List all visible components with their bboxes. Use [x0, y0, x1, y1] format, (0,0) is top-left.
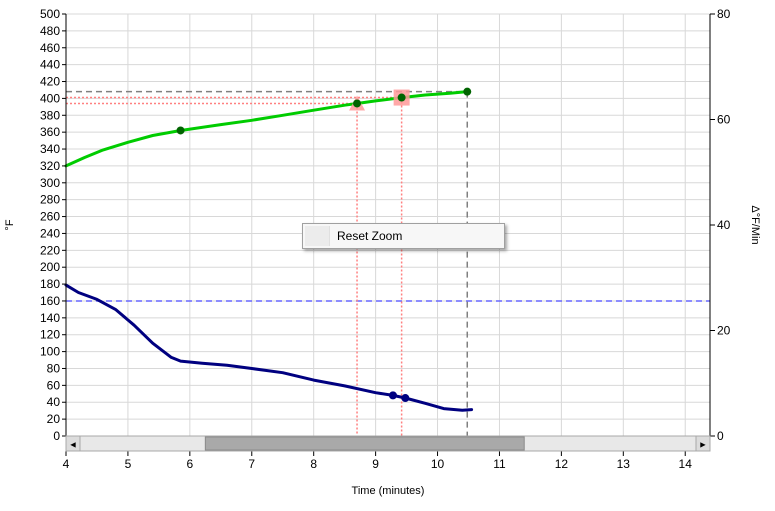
x-tick-labels: 4 5 6 7 8 9 10 11 12 13 14 — [63, 451, 693, 471]
markers-group — [176, 87, 472, 403]
x-tick-label: 10 — [431, 457, 445, 471]
reset-zoom-menu-item[interactable]: Reset Zoom — [337, 229, 403, 243]
x-tick-label: 14 — [679, 457, 693, 471]
reference-lines — [66, 90, 710, 436]
y-tick-label: 20 — [47, 412, 61, 426]
y-axis-title: °F — [4, 219, 16, 230]
y-tick-label: 60 — [47, 378, 61, 392]
y2-tick-label: 20 — [717, 324, 731, 338]
data-point-marker — [176, 126, 185, 135]
y-tick-label: 200 — [40, 260, 60, 274]
y-tick-labels: 0 20 40 60 80 100 120 140 160 180 200 220 240 260 280 3… — [40, 7, 66, 443]
scroll-right-icon: ► — [699, 440, 708, 450]
x-tick-label: 4 — [63, 457, 70, 471]
x-tick-label: 6 — [187, 457, 194, 471]
data-point-marker — [353, 99, 362, 108]
x-tick-label: 9 — [372, 457, 379, 471]
series-group — [64, 90, 474, 412]
data-point-marker — [388, 391, 397, 400]
x-tick-label: 7 — [248, 457, 255, 471]
y-tick-label: 240 — [40, 226, 60, 240]
scroll-right-button[interactable] — [695, 435, 711, 452]
y-tick-label: 120 — [40, 328, 60, 342]
y-tick-label: 300 — [40, 176, 60, 190]
data-point-marker — [397, 93, 406, 102]
y2-tick-label: 40 — [717, 218, 731, 232]
y-tick-label: 80 — [47, 361, 61, 375]
y-tick-label: 140 — [40, 311, 60, 325]
context-menu: Reset Zoom — [302, 223, 505, 249]
x-tick-label: 8 — [310, 457, 317, 471]
y-tick-label: 320 — [40, 159, 60, 173]
y2-tick-label: 0 — [717, 429, 724, 443]
series-line-1 — [64, 283, 474, 412]
y-tick-label: 100 — [40, 345, 60, 359]
y-tick-label: 360 — [40, 125, 60, 139]
y2-tick-label: 80 — [717, 7, 731, 21]
x-tick-label: 11 — [493, 457, 506, 471]
x-tick-label: 12 — [555, 457, 569, 471]
y-tick-label: 220 — [40, 243, 60, 257]
scroll-left-icon: ◄ — [69, 440, 78, 450]
y-tick-label: 500 — [40, 7, 60, 21]
y-tick-label: 40 — [47, 395, 61, 409]
context-menu-gutter — [305, 226, 330, 246]
y-tick-label: 0 — [53, 429, 60, 443]
horizontal-scrollbar[interactable]: ◄ ► — [65, 435, 711, 452]
data-point-marker — [401, 394, 410, 403]
y2-axis-title: Δ°F/Min — [749, 205, 761, 244]
scroll-left-button[interactable] — [65, 435, 81, 452]
y-tick-label: 180 — [40, 277, 60, 291]
y2-tick-labels: 0 20 40 60 80 — [710, 7, 731, 443]
y-tick-label: 280 — [40, 193, 60, 207]
y-tick-label: 480 — [40, 24, 60, 38]
y-tick-label: 400 — [40, 91, 60, 105]
x-axis-title: Time (minutes) — [352, 485, 425, 497]
x-tick-label: 5 — [125, 457, 132, 471]
y-tick-label: 260 — [40, 210, 60, 224]
data-point-marker — [463, 87, 472, 96]
y-tick-label: 420 — [40, 75, 60, 89]
y-tick-label: 460 — [40, 41, 60, 55]
y-tick-label: 160 — [40, 294, 60, 308]
y-tick-label: 380 — [40, 108, 60, 122]
y-tick-label: 340 — [40, 142, 60, 156]
y2-tick-label: 60 — [717, 113, 731, 127]
x-tick-label: 13 — [617, 457, 631, 471]
scrollbar-thumb[interactable] — [204, 436, 525, 451]
y-tick-label: 440 — [40, 58, 60, 72]
